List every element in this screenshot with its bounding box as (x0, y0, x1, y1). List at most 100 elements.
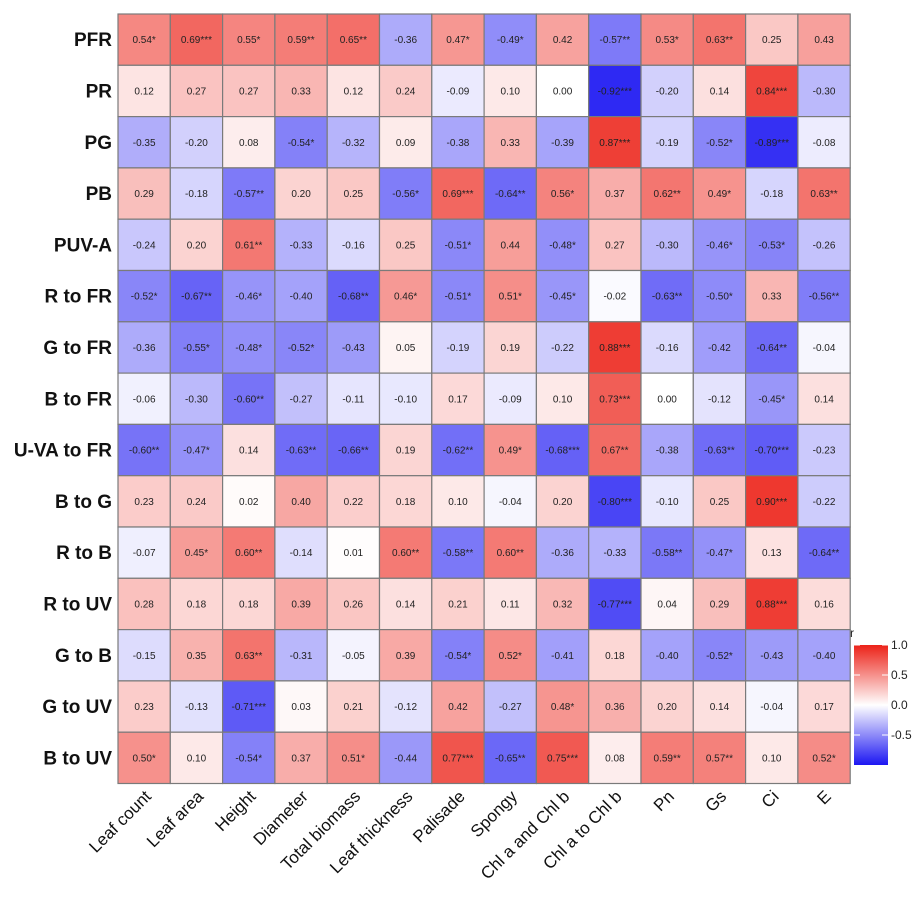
cell-value-label: -0.38 (656, 446, 679, 457)
row-label: R to FR (44, 287, 112, 308)
legend-tick-label: 0.5 (891, 668, 908, 682)
cell-value-label: 0.56* (551, 189, 574, 200)
heatmap-cell (117, 731, 171, 785)
heatmap-cell (378, 64, 433, 118)
cell-value-label: -0.09 (447, 86, 470, 97)
cell-value-label: 0.14 (710, 86, 730, 97)
heatmap-cell (483, 167, 538, 220)
cell-value-label: 0.24 (187, 497, 207, 508)
heatmap-cell (431, 423, 485, 477)
cell-value-label: 0.42 (448, 702, 468, 713)
cell-value-label: -0.77*** (598, 599, 633, 610)
cell-value-label: 0.18 (187, 599, 207, 610)
heatmap-cell (378, 577, 433, 631)
heatmap-cell (535, 526, 590, 579)
cell-value-label: 0.37 (605, 189, 625, 200)
heatmap-cell (744, 628, 799, 682)
cell-value-label: 0.25 (762, 35, 782, 46)
heatmap-cell (274, 731, 328, 785)
cell-value-label: -0.30 (656, 240, 679, 251)
cell-value-label: 0.27 (239, 86, 259, 97)
heatmap-cells: 0.54* 0.69*** 0.55* 0.59** 0.65** -0.36 0.47* -… (117, 13, 851, 785)
heatmap-cell (692, 526, 747, 579)
heatmap-cell (535, 115, 590, 169)
heatmap-cell (274, 372, 328, 426)
cell-value-label: 0.39 (396, 651, 416, 662)
cell-value-label: -0.64** (495, 189, 526, 200)
cell-value-label: -0.30 (813, 86, 836, 97)
cell-value-label: 0.84*** (756, 86, 787, 97)
cell-value-label: 0.14 (396, 599, 416, 610)
heatmap-cell (797, 115, 851, 169)
cell-value-label: -0.64** (809, 548, 840, 559)
heatmap-cell (797, 64, 851, 118)
heatmap-cell (222, 423, 276, 477)
heatmap-cell (797, 13, 851, 66)
cell-value-label: -0.63** (286, 446, 317, 457)
heatmap-cell (222, 731, 276, 785)
row-label: G to B (55, 646, 112, 667)
row-labels: PFR PR PG PB PUV-A R to FR G to FR B to FR U-VA … (14, 30, 112, 769)
cell-value-label: 0.52* (812, 753, 835, 764)
cell-value-label: -0.20 (185, 138, 208, 149)
cell-value-label: -0.32 (342, 138, 365, 149)
cell-value-label: -0.27 (499, 702, 522, 713)
cell-value-label: -0.20 (656, 86, 679, 97)
cell-value-label: -0.33 (290, 240, 313, 251)
row-label: PUV-A (54, 235, 112, 256)
cell-value-label: 0.27 (605, 240, 625, 251)
heatmap-cell (797, 680, 851, 733)
heatmap-cell (378, 680, 433, 733)
cell-value-label: -0.19 (656, 138, 679, 149)
heatmap-cell (326, 167, 381, 220)
cell-value-label: -0.36 (394, 35, 417, 46)
cell-value-label: -0.65** (495, 753, 526, 764)
cell-value-label: 0.43 (814, 35, 834, 46)
cell-value-label: 0.59** (287, 35, 314, 46)
cell-value-label: 0.90*** (756, 497, 787, 508)
heatmap-cell (378, 423, 433, 477)
cell-value-label: -0.55* (183, 343, 210, 354)
cell-value-label: 0.19 (396, 446, 416, 457)
column-label: Height (211, 787, 259, 835)
heatmap-cell (535, 269, 590, 323)
heatmap-cell (744, 269, 799, 323)
cell-value-label: -0.40 (813, 651, 836, 662)
heatmap-cell (222, 321, 276, 374)
heatmap-cell (588, 423, 642, 477)
row-label: U-VA to FR (14, 441, 112, 462)
heatmap-cell (222, 218, 276, 272)
heatmap-cell (535, 680, 590, 733)
cell-value-label: 0.12 (344, 86, 364, 97)
heatmap-cell (431, 269, 485, 323)
heatmap-cell (274, 423, 328, 477)
cell-value-label: -0.50* (706, 292, 733, 303)
cell-value-label: 0.65** (340, 35, 367, 46)
cell-value-label: -0.24 (133, 240, 156, 251)
heatmap-cell (326, 628, 381, 682)
cell-value-label: 0.13 (762, 548, 782, 559)
heatmap-cell (222, 269, 276, 323)
cell-value-label: -0.43 (760, 651, 783, 662)
heatmap-cell (431, 680, 485, 733)
heatmap-cell (431, 167, 485, 220)
cell-value-label: -0.45* (758, 394, 785, 405)
cell-value-label: 0.37 (291, 753, 311, 764)
heatmap-cell (483, 64, 538, 118)
cell-value-label: -0.52* (131, 292, 158, 303)
cell-value-label: 0.14 (814, 394, 834, 405)
row-label: R to UV (43, 594, 112, 615)
row-label: G to UV (42, 697, 112, 718)
cell-value-label: -0.14 (290, 548, 313, 559)
cell-value-label: -0.51* (445, 292, 472, 303)
cell-value-label: 0.21 (344, 702, 364, 713)
cell-value-label: 0.63** (706, 35, 733, 46)
cell-value-label: 0.03 (291, 702, 311, 713)
cell-value-label: 0.69*** (442, 189, 473, 200)
cell-value-label: 0.10 (762, 753, 782, 764)
heatmap-cell (326, 372, 381, 426)
cell-value-label: -0.64** (756, 343, 787, 354)
cell-value-label: -0.18 (760, 189, 783, 200)
cell-value-label: -0.04 (813, 343, 836, 354)
